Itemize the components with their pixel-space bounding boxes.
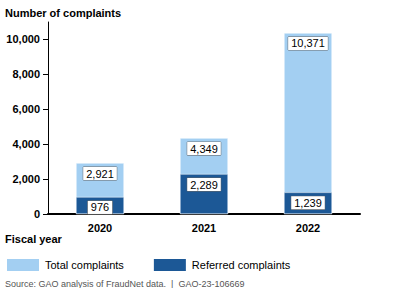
- svg-text:10,371: 10,371: [291, 37, 325, 49]
- svg-text:Fiscal year: Fiscal year: [5, 233, 63, 245]
- svg-text:4,349: 4,349: [190, 143, 218, 155]
- svg-text:2021: 2021: [192, 222, 216, 234]
- svg-text:2,289: 2,289: [190, 179, 218, 191]
- svg-text:2,921: 2,921: [86, 168, 114, 180]
- svg-text:2020: 2020: [88, 222, 112, 234]
- svg-text:8,000: 8,000: [12, 68, 40, 80]
- svg-text:Number of complaints: Number of complaints: [5, 7, 121, 19]
- svg-text:Source: GAO analysis of FraudN: Source: GAO analysis of FraudNet data. |…: [5, 279, 244, 288]
- svg-text:Referred complaints: Referred complaints: [192, 259, 291, 271]
- svg-text:976: 976: [91, 201, 109, 213]
- svg-text:2,000: 2,000: [12, 173, 40, 185]
- svg-text:1,239: 1,239: [294, 197, 322, 209]
- svg-text:0: 0: [34, 208, 40, 220]
- svg-text:6,000: 6,000: [12, 103, 40, 115]
- svg-text:2022: 2022: [296, 222, 320, 234]
- svg-text:10,000: 10,000: [6, 33, 40, 45]
- svg-text:4,000: 4,000: [12, 138, 40, 150]
- svg-text:Total complaints: Total complaints: [45, 259, 124, 271]
